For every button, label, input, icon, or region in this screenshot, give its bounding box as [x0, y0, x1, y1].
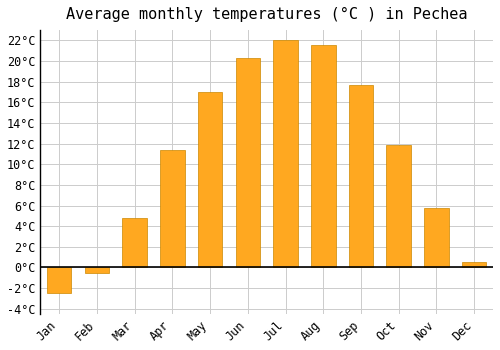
Bar — [462, 262, 486, 267]
Bar — [348, 85, 374, 267]
Bar — [198, 92, 222, 267]
Bar — [274, 40, 298, 267]
Bar — [236, 58, 260, 267]
Bar — [84, 267, 109, 273]
Title: Average monthly temperatures (°C ) in Pechea: Average monthly temperatures (°C ) in Pe… — [66, 7, 468, 22]
Bar — [311, 44, 336, 267]
Bar — [122, 218, 147, 267]
Bar — [47, 267, 72, 293]
Bar — [424, 208, 448, 267]
Bar — [386, 145, 411, 267]
Bar — [160, 150, 184, 267]
